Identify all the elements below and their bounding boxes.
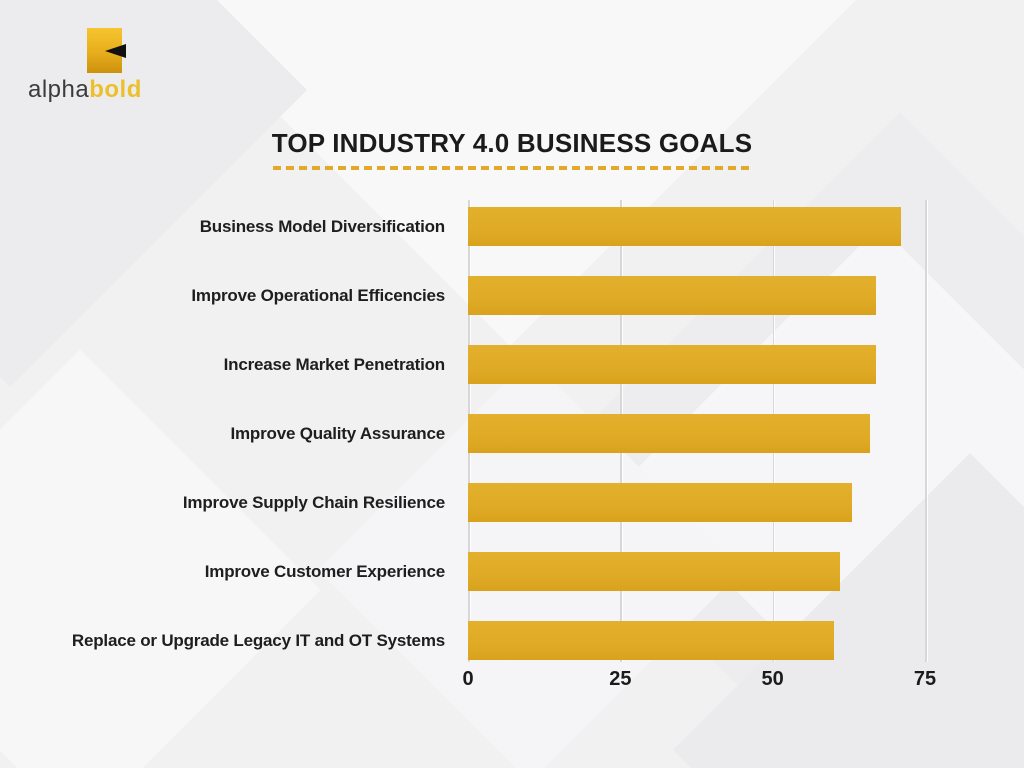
logo-arrow-icon [105, 44, 126, 58]
x-tick-label: 25 [609, 668, 632, 690]
title-block: TOP INDUSTRY 4.0 BUSINESS GOALS [0, 128, 1024, 170]
bar [468, 414, 870, 453]
bar [468, 621, 834, 660]
bar [468, 345, 876, 384]
bar [468, 552, 840, 591]
gridline [925, 200, 927, 662]
bar-row: Increase Market Penetration [0, 345, 1024, 414]
bar-row: Improve Quality Assurance [0, 414, 1024, 483]
category-label: Improve Customer Experience [204, 562, 445, 581]
bar-row: Improve Customer Experience [0, 552, 1024, 621]
bar [468, 483, 852, 522]
bar-track [456, 552, 1024, 591]
category-label: Increase Market Penetration [223, 355, 446, 374]
category-label: Improve Operational Efficencies [191, 286, 445, 305]
bar-track [456, 621, 1024, 660]
category-label: Improve Supply Chain Resilience [182, 493, 445, 512]
x-tick-label: 50 [761, 668, 784, 690]
bar-row: Business Model Diversification [0, 207, 1024, 276]
page-title: TOP INDUSTRY 4.0 BUSINESS GOALS [271, 128, 753, 158]
bar-row: Replace or Upgrade Legacy IT and OT Syst… [0, 621, 1024, 690]
bar-rows: Business Model Diversification Improve O… [0, 207, 1024, 690]
bar-track [456, 483, 1024, 522]
bar [468, 207, 901, 246]
bar-row: Improve Supply Chain Resilience [0, 483, 1024, 552]
logo-wordmark: alphabold [28, 76, 188, 104]
alphabold-logo: alphabold [0, 0, 200, 120]
title-dashed-underline [273, 166, 751, 170]
x-tick-label: 75 [913, 668, 937, 690]
logo-text-bold: bold [89, 76, 142, 103]
category-label: Improve Quality Assurance [230, 424, 445, 443]
x-tick-label: 0 [462, 668, 474, 690]
bar-track [456, 276, 1024, 315]
category-label: Business Model Diversification [199, 217, 445, 236]
bar-track [456, 345, 1024, 384]
logo-text-alpha: alpha [28, 76, 90, 103]
bar-track [456, 414, 1024, 453]
category-label: Replace or Upgrade Legacy IT and OT Syst… [71, 631, 445, 650]
bar [468, 276, 876, 315]
bar-row: Improve Operational Efficencies [0, 276, 1024, 345]
x-axis: 0 25 50 75 [0, 668, 1024, 694]
bar-track [456, 207, 1024, 246]
